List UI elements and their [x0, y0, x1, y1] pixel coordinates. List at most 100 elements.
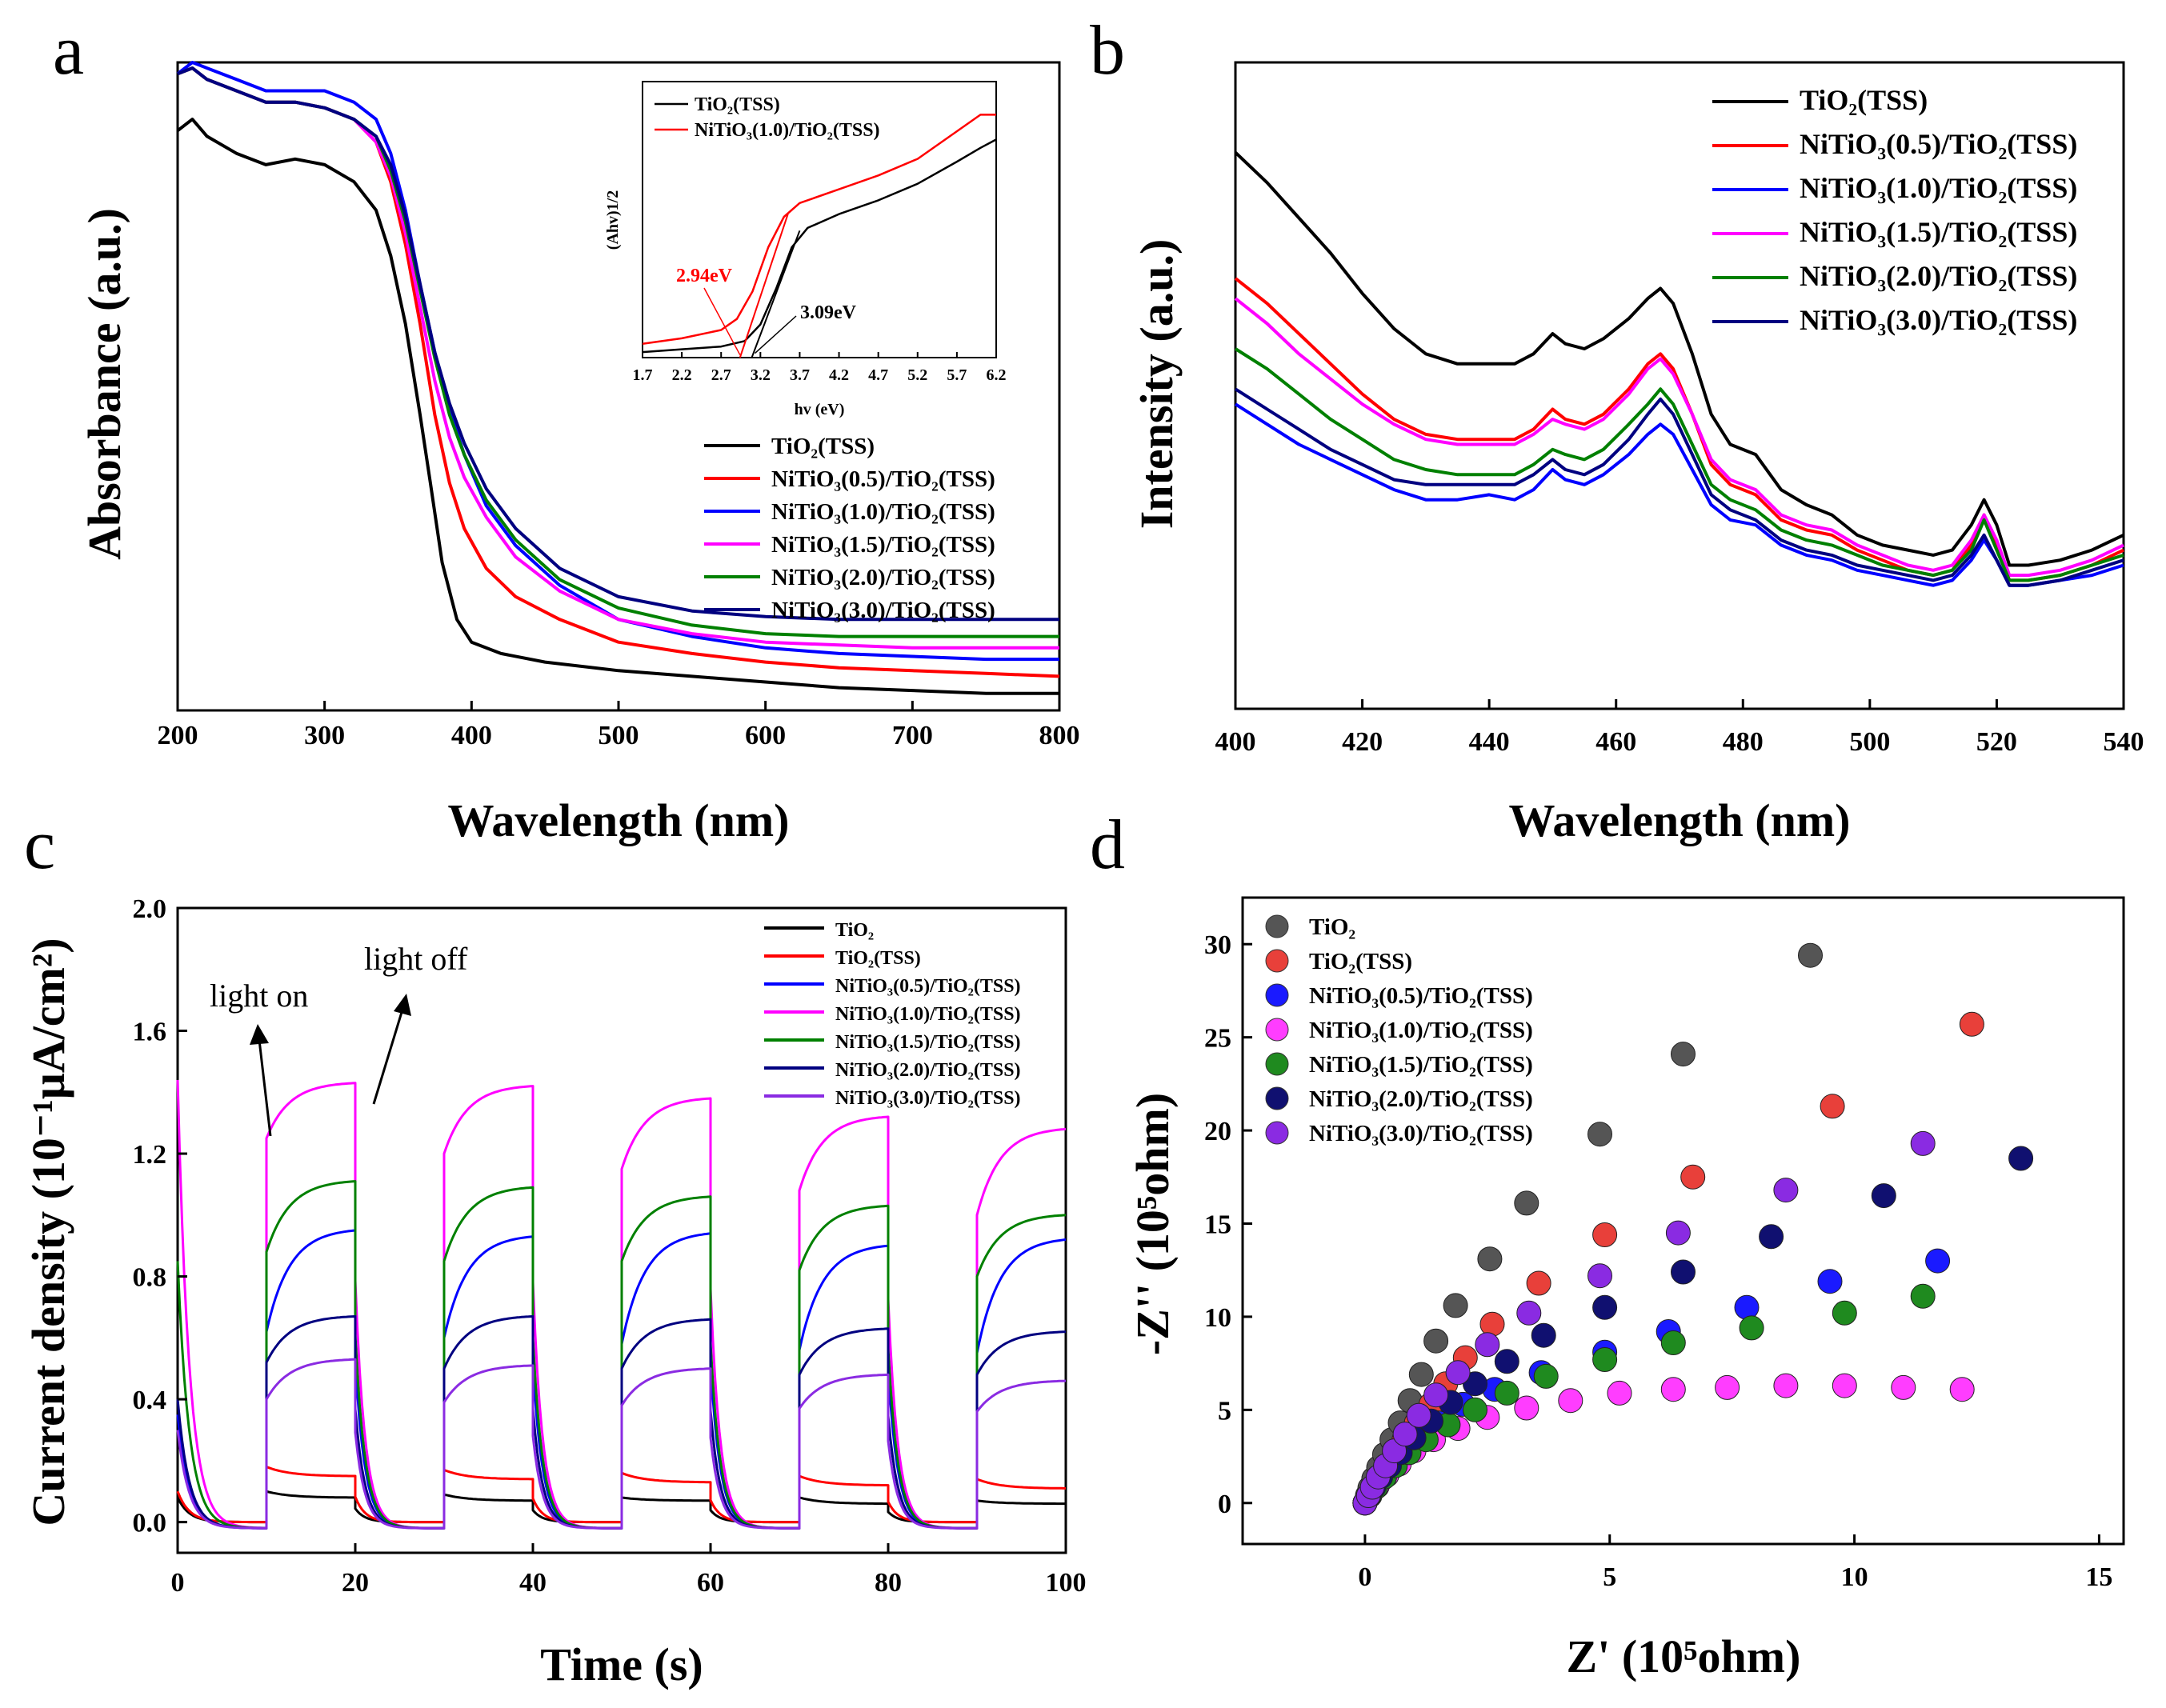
panel-d-point [1479, 1311, 1505, 1337]
inset-xtick-label: 4.7 [868, 366, 888, 384]
panel-d-point [1832, 1300, 1857, 1326]
panel-b-legend-label: TiO₂(TSS) [1800, 84, 1928, 116]
panel-c-xlabel: Time (s) [540, 1638, 703, 1690]
panel-b-series-line [1234, 297, 2124, 578]
panel-b-x-ticks: 400 420 440 460 480 500 520 540 [1215, 699, 2144, 757]
inset-xtick-label: 1.7 [633, 366, 653, 384]
panel-d-point [1406, 1402, 1431, 1428]
3-xtick-label: 0 [1358, 1562, 1371, 1592]
0-xtick-label: 500 [599, 721, 639, 750]
panel-d-ytick-label: 0 [1218, 1490, 1231, 1519]
panel-b-series [1234, 151, 2124, 587]
inset-legend-label: NiTiO₃(1.0)/TiO₂(TSS) [695, 120, 880, 141]
panel-d-legend-marker [1265, 1018, 1289, 1042]
inset-xtick-label: 5.7 [947, 366, 967, 384]
panel-a-xlabel: Wavelength (nm) [448, 794, 790, 846]
panel-d-point [1423, 1328, 1449, 1354]
3-xtick-label: 5 [1603, 1562, 1616, 1592]
panel-label-c: c [24, 806, 55, 884]
2-xtick-label: 40 [519, 1568, 547, 1598]
1-xtick-label: 500 [1849, 727, 1890, 757]
inset-xtick-label: 3.7 [790, 366, 810, 384]
2-xtick-label: 0 [171, 1568, 185, 1598]
1-xtick-label: 440 [1469, 727, 1510, 757]
arrow-light-on [250, 1024, 272, 1137]
panel-c-ytick-label: 1.2 [133, 1140, 167, 1170]
panel-d-point [1587, 1263, 1612, 1289]
panel-c-legend-label: NiTiO₃(2.0)/TiO₂(TSS) [835, 1060, 1021, 1081]
0-xtick-label: 200 [158, 721, 198, 750]
panel-label-a: a [53, 12, 84, 90]
panel-a-series-line [176, 118, 1059, 695]
inset-series [642, 114, 997, 355]
panel-d-point [1925, 1248, 1951, 1274]
2-xtick-label: 100 [1046, 1568, 1087, 1598]
panel-d-point [1759, 1224, 1784, 1250]
panel-d-ytick-label: 15 [1204, 1210, 1231, 1239]
0-xtick-label: 700 [892, 721, 933, 750]
panel-d-series [1352, 942, 2034, 1516]
panel-b-series-line [1234, 402, 2124, 587]
inset-legend: TiO₂(TSS) NiTiO₃(1.0)/TiO₂(TSS) [655, 94, 880, 141]
panel-d-point [2008, 1146, 2034, 1171]
0-xtick-label: 300 [304, 721, 345, 750]
panel-d-point [1514, 1395, 1539, 1421]
panel-d-point [1592, 1294, 1618, 1320]
panel-d-legend-label: NiTiO₃(1.5)/TiO₂(TSS) [1309, 1052, 1533, 1078]
panel-d-point [1910, 1130, 1936, 1156]
panel-c-ytick-label: 2.0 [133, 894, 167, 924]
panel-d-point [1516, 1300, 1542, 1326]
1-xtick-label: 420 [1342, 727, 1383, 757]
panel-c-legend-label: TiO₂ [835, 920, 874, 941]
panel-d-point [1607, 1380, 1632, 1406]
panel-a: 200 300 400 500 600 700 800 Wavelength (nm) Ab… [78, 61, 1080, 846]
panel-d-ticks: 0 5 10 15 0 5 10 15 20 25 30 [1204, 930, 2112, 1592]
panel-b-legend: TiO₂(TSS) NiTiO₃(0.5)/TiO₂(TSS) NiTiO₃(1.0… [1712, 84, 2077, 336]
panel-d-point [1949, 1377, 1975, 1402]
panel-a-legend-label: TiO₂(TSS) [771, 434, 875, 459]
panel-d-point [1475, 1332, 1500, 1358]
panel-d-point [1445, 1360, 1471, 1386]
panel-c-legend-label: NiTiO₃(1.5)/TiO₂(TSS) [835, 1032, 1021, 1053]
3-xtick-label: 15 [2085, 1562, 2112, 1592]
panel-d-point [1671, 1042, 1696, 1067]
panel-d-point [1660, 1377, 1686, 1402]
panel-d-point [1526, 1270, 1551, 1296]
0-xtick-label: 800 [1039, 721, 1080, 750]
inset-xlabel: hv (eV) [795, 401, 845, 418]
0-xtick-label: 400 [451, 721, 492, 750]
1-xtick-label: 540 [2104, 727, 2144, 757]
panel-d-legend-label: NiTiO₃(1.0)/TiO₂(TSS) [1309, 1018, 1533, 1043]
panel-d-ytick-label: 10 [1204, 1303, 1231, 1333]
panel-d-legend-label: NiTiO₃(2.0)/TiO₂(TSS) [1309, 1086, 1533, 1112]
panel-c-legend-label: NiTiO₃(0.5)/TiO₂(TSS) [835, 976, 1021, 997]
panel-d-point [1891, 1374, 1916, 1400]
panel-b-frame [1234, 61, 2125, 710]
panel-d-legend: TiO₂ TiO₂(TSS) NiTiO₃(0.5)/TiO₂(TSS) NiTiO₃… [1265, 914, 1533, 1146]
panel-c-ytick-label: 0.4 [133, 1386, 167, 1415]
panel-label-d: d [1090, 806, 1125, 884]
panel-c-ylabel: Current density (10⁻¹μA/cm²) [22, 938, 74, 1526]
panel-c-ytick-label: 0.0 [133, 1509, 167, 1538]
panel-b-series-line [1234, 347, 2124, 582]
panel-d-point [1665, 1220, 1691, 1246]
panel-a-ylabel: Absorbance (a.u.) [78, 208, 130, 560]
panel-b-legend-label: NiTiO₃(2.0)/TiO₂(TSS) [1800, 260, 2077, 292]
panel-d-legend-label: NiTiO₃(0.5)/TiO₂(TSS) [1309, 983, 1533, 1009]
panel-d-point [1817, 1269, 1843, 1294]
inset-xtick-label: 3.2 [751, 366, 771, 384]
inset-xtick-label: 4.2 [829, 366, 849, 384]
panel-a-inset: 1.7 2.2 2.7 3.2 3.7 4.2 4.7 5.2 5.7 6.2 TiO₂(TSS)… [604, 81, 1007, 418]
panel-d-point [1832, 1373, 1857, 1398]
panel-c-legend-label: TiO₂(TSS) [835, 948, 921, 969]
inset-annotation-black-line [751, 230, 801, 358]
panel-a-legend-label: NiTiO₃(2.0)/TiO₂(TSS) [771, 565, 995, 590]
panel-d-point [1680, 1164, 1706, 1190]
panel-a-legend-label: NiTiO₃(3.0)/TiO₂(TSS) [771, 598, 995, 623]
panel-d-legend-label: TiO₂(TSS) [1309, 949, 1412, 974]
panel-a-legend: TiO₂(TSS) NiTiO₃(0.5)/TiO₂(TSS) NiTiO₃(1.0… [704, 434, 995, 623]
panel-a-legend-label: NiTiO₃(0.5)/TiO₂(TSS) [771, 466, 995, 492]
panel-d-legend-label: TiO₂ [1309, 914, 1355, 940]
panel-d-point [1660, 1330, 1686, 1355]
